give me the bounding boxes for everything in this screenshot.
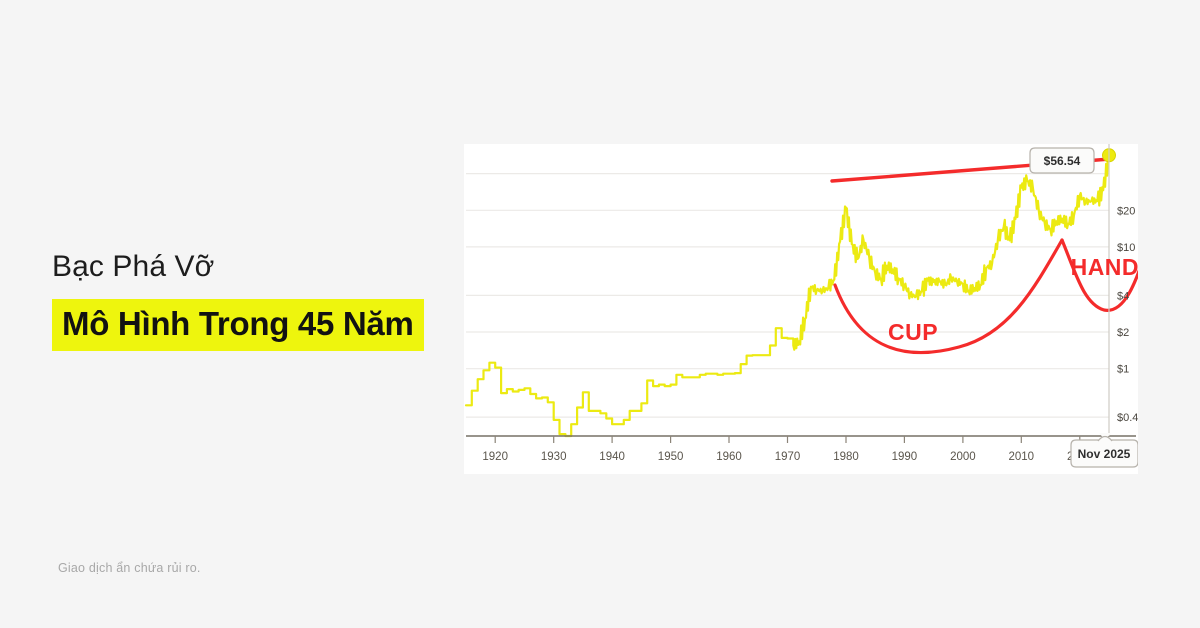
y-axis-tick-label: $1 bbox=[1117, 364, 1129, 376]
x-axis-tick-label: 1930 bbox=[541, 451, 567, 463]
price-chart[interactable]: 1920 1930 1940 1950 1960 1970 1980 1990 2000 2010… bbox=[464, 144, 1138, 474]
handle-label: HANDLE bbox=[1071, 254, 1138, 280]
x-axis-tick-label: 1940 bbox=[599, 451, 625, 463]
x-axis-labels: 1920 1930 1940 1950 1960 1970 1980 1990 2000 2010… bbox=[482, 451, 1092, 463]
x-axis-tick-label: 2010 bbox=[1009, 451, 1035, 463]
silver-price-line bbox=[464, 152, 1111, 438]
x-axis-tick-label: 1960 bbox=[716, 451, 742, 463]
chart-panel: 1920 1930 1940 1950 1960 1970 1980 1990 2000 2010… bbox=[464, 144, 1138, 474]
date-tooltip: Nov 2025 bbox=[1070, 433, 1138, 468]
handle-pattern-arc bbox=[1060, 238, 1138, 312]
date-tooltip-caret bbox=[1097, 435, 1113, 442]
x-axis-tick-label: 1970 bbox=[775, 451, 801, 463]
x-axis-ticks bbox=[494, 436, 1081, 443]
x-axis-tick-label: 2000 bbox=[950, 451, 976, 463]
headline-wrapper: Mô Hình Trong 45 Năm bbox=[52, 298, 472, 352]
date-tooltip-text: Nov 2025 bbox=[1078, 447, 1131, 461]
headline-block: Bạc Phá Vỡ Mô Hình Trong 45 Năm bbox=[52, 250, 472, 352]
chart-gridlines bbox=[466, 173, 1109, 418]
kicker-text: Bạc Phá Vỡ bbox=[52, 250, 215, 283]
cup-label: CUP bbox=[888, 319, 938, 345]
date-tooltip-bubble bbox=[1070, 439, 1138, 468]
disclaimer-text: Giao dịch ẩn chứa rủi ro. bbox=[58, 561, 201, 575]
page-title: Mô Hình Trong 45 Năm bbox=[52, 298, 424, 352]
y-axis-labels: $20 $10 $4 $2 $1 $0.4 bbox=[1117, 205, 1138, 424]
price-tooltip: $56.54 bbox=[1029, 147, 1095, 174]
y-axis-tick-label: $10 bbox=[1117, 242, 1135, 254]
price-tooltip-bubble bbox=[1029, 147, 1095, 174]
x-axis-tick-label: 1990 bbox=[892, 451, 918, 463]
y-axis-tick-label: $4 bbox=[1117, 290, 1129, 302]
y-axis-tick-label: $20 bbox=[1117, 205, 1135, 217]
x-axis-tick-label: 1920 bbox=[482, 451, 508, 463]
cup-pattern-arc bbox=[833, 238, 1064, 355]
x-axis-tick-label: 1950 bbox=[658, 451, 684, 463]
x-axis-tick-label: 1980 bbox=[833, 451, 859, 463]
y-axis-tick-label: $0.4 bbox=[1117, 412, 1138, 424]
y-axis-tick-label: $2 bbox=[1117, 327, 1129, 339]
price-tooltip-text: $56.54 bbox=[1044, 154, 1081, 168]
